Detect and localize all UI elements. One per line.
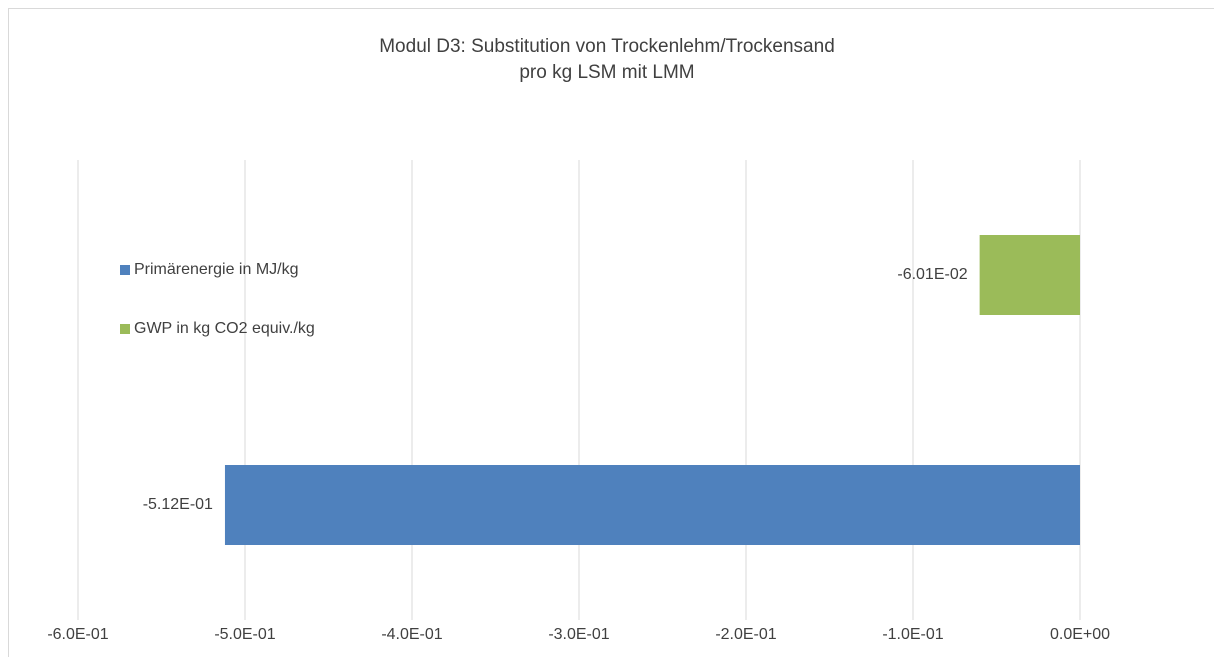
x-tick-label: -3.0E-01	[548, 626, 609, 643]
legend-label: GWP in kg CO2 equiv./kg	[134, 320, 315, 337]
x-tick-label: -5.0E-01	[214, 626, 275, 643]
bar	[224, 465, 1080, 545]
x-tick-label: -1.0E-01	[882, 626, 943, 643]
x-tick-label: -4.0E-01	[381, 626, 442, 643]
chart-title: Modul D3: Substitution von Trockenlehm/T…	[379, 36, 835, 57]
legend-swatch	[120, 324, 130, 334]
legend-label: Primärenergie in MJ/kg	[134, 261, 299, 278]
legend-swatch	[120, 265, 130, 275]
data-label: -6.01E-02	[897, 266, 967, 283]
x-tick-label: -2.0E-01	[715, 626, 776, 643]
x-tick-label: -6.0E-01	[47, 626, 108, 643]
bar	[979, 235, 1080, 315]
x-tick-label: 0.0E+00	[1050, 626, 1110, 643]
data-label: -5.12E-01	[143, 496, 213, 513]
chart-frame	[8, 8, 1214, 657]
chart-title: pro kg LSM mit LMM	[519, 62, 694, 83]
